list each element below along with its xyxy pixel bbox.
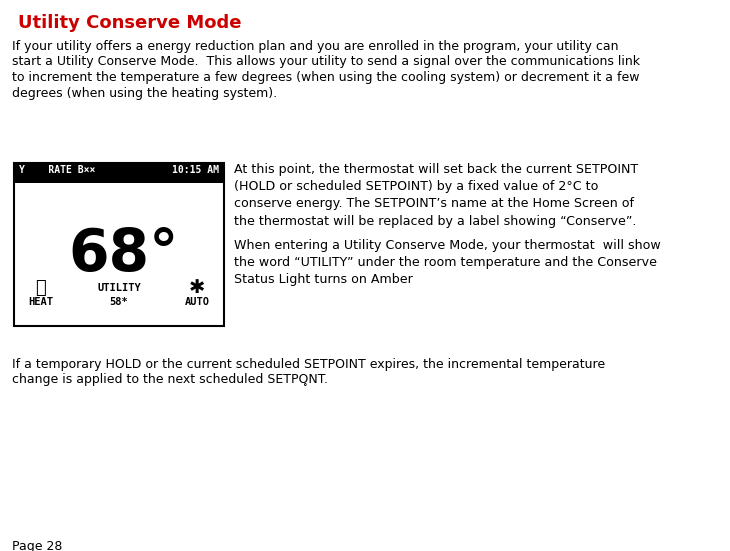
Text: At this point, the thermostat will set back the current SETPOINT
(HOLD or schedu: At this point, the thermostat will set b… — [234, 163, 638, 228]
FancyBboxPatch shape — [14, 163, 224, 183]
Text: degrees (when using the heating system).: degrees (when using the heating system). — [12, 87, 277, 100]
Text: Utility Conserve Mode: Utility Conserve Mode — [18, 14, 242, 32]
Text: start a Utility Conserve Mode.  This allows your utility to send a signal over t: start a Utility Conserve Mode. This allo… — [12, 56, 640, 68]
Text: 🔥: 🔥 — [36, 279, 47, 297]
Text: to increment the temperature a few degrees (when using the cooling system) or de: to increment the temperature a few degre… — [12, 71, 639, 84]
Text: Page 28: Page 28 — [12, 540, 62, 551]
Text: 58*: 58* — [110, 297, 128, 307]
Text: 10:15 AM: 10:15 AM — [172, 165, 219, 175]
Text: 68°: 68° — [69, 226, 179, 284]
Text: UTILITY: UTILITY — [97, 283, 141, 293]
Text: change is applied to the next scheduled SETPO̥NT.: change is applied to the next scheduled … — [12, 374, 328, 386]
Text: If your utility offers a energy reduction plan and you are enrolled in the progr: If your utility offers a energy reductio… — [12, 40, 618, 53]
Text: AUTO: AUTO — [185, 297, 210, 307]
Text: ✱: ✱ — [189, 278, 205, 297]
Text: If a temporary HOLD or the current scheduled SETPOINT expires, the incremental t: If a temporary HOLD or the current sched… — [12, 358, 605, 371]
Text: When entering a Utility Conserve Mode, your thermostat  will show
the word “UTIL: When entering a Utility Conserve Mode, y… — [234, 239, 661, 287]
Text: HEAT: HEAT — [28, 297, 53, 307]
FancyBboxPatch shape — [14, 163, 224, 326]
Text: Y    RATE B××: Y RATE B×× — [19, 165, 96, 175]
